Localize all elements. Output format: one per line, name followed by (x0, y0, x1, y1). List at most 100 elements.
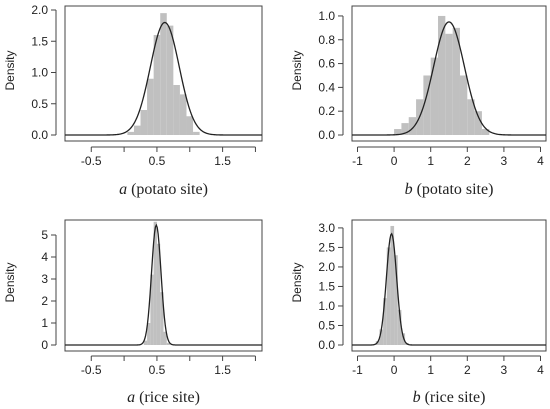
x-tick-label: 0 (391, 154, 398, 168)
histogram-bar (166, 25, 174, 135)
histogram-bar (397, 309, 402, 345)
x-tick-label: -1 (352, 154, 363, 168)
histogram-bar (153, 221, 157, 345)
plot-frame (351, 5, 547, 142)
histogram-bar (150, 274, 154, 345)
histogram-bar (390, 225, 395, 345)
y-tick-label: 0.2 (318, 104, 335, 118)
x-tick-label: -0.5 (81, 154, 102, 168)
y-axis-label: Density (290, 50, 304, 90)
x-tick-label: 2 (464, 363, 471, 377)
x-axis-label-site: (potato site) (413, 181, 494, 198)
histogram-bar (186, 116, 194, 135)
x-axis-label: b (potato site) (405, 181, 494, 198)
histogram-bar (438, 15, 446, 136)
density-curve (65, 21, 262, 136)
x-axis-label-site: (rice site) (421, 389, 486, 406)
x-axis-label-site: (rice site) (135, 389, 200, 406)
y-axis-label: Density (3, 50, 17, 90)
x-tick-label: 1 (427, 363, 434, 377)
y-tick-label: 0.0 (318, 128, 335, 142)
y-tick-label: 3 (41, 272, 48, 286)
histogram-bar (408, 117, 417, 135)
x-tick-label: 3 (501, 154, 508, 168)
x-axis-label-site: (potato site) (127, 181, 208, 198)
y-tick-label: 1.5 (318, 279, 335, 293)
y-tick-label: 1 (41, 316, 48, 330)
y-tick-label: 1.0 (318, 299, 335, 313)
histogram-bar (452, 27, 460, 135)
y-axis-label: Density (3, 262, 17, 302)
panel-a-rice-site: -0.5 0.5 1.5 0 1 2 3 4 5 Density a (rice site) (3, 219, 263, 406)
y-tick-label: 2.5 (318, 240, 335, 254)
x-tick-label: 0.5 (149, 363, 166, 377)
histogram-bar (133, 125, 141, 135)
histogram-bar (430, 57, 439, 135)
y-tick-label: 4 (41, 250, 48, 264)
histogram-bar (140, 110, 148, 135)
density-curve (65, 223, 262, 346)
x-axis-label-variable: a (127, 389, 135, 406)
y-tick-label: 2.0 (31, 3, 48, 17)
panel-b-potato-site: -1 0 1 2 3 4 0.0 0.2 0.4 0.6 0.8 1.0 Density b (potat… (290, 5, 547, 198)
histogram-bar (467, 99, 475, 135)
y-tick-label: 0.6 (318, 57, 335, 71)
histogram-bar (193, 131, 200, 135)
density-curve (352, 21, 546, 136)
x-axis-label-variable: b (405, 181, 413, 198)
panel-a-potato-site: -0.5 0.5 1.5 0.0 0.5 1.0 1.5 2.0 Density a (potat… (3, 3, 263, 198)
y-tick-label: 5 (41, 228, 48, 242)
histogram-bar (179, 94, 187, 135)
histogram-bar (459, 75, 468, 135)
y-tick-label: 1.0 (31, 66, 48, 80)
histogram-bar (166, 342, 171, 345)
y-tick-label: 0.8 (318, 33, 335, 47)
histogram-bar (481, 129, 490, 135)
histogram-bar (160, 13, 167, 135)
x-tick-label: -1 (352, 363, 363, 377)
x-axis-label: a (rice site) (127, 389, 200, 406)
histogram-bar (394, 255, 398, 345)
panel-b-rice-site: -1 0 1 2 3 4 0.0 0.5 1.0 1.5 2.0 2.5 3.0 Density b (ri… (290, 219, 547, 406)
histogram-bar (423, 75, 431, 135)
histogram-bar (143, 340, 148, 345)
histogram-bar (386, 247, 391, 345)
histogram-bar (383, 298, 387, 345)
x-tick-label: 0 (391, 363, 398, 377)
x-axis-label: a (potato site) (119, 181, 208, 198)
histogram-bar (147, 323, 151, 345)
y-tick-label: 2 (41, 294, 48, 308)
x-tick-label: 1 (427, 154, 434, 168)
histogram-bar (173, 85, 180, 135)
histogram-bar (394, 129, 402, 135)
histogram-bar (379, 329, 384, 345)
y-tick-label: 0.4 (318, 80, 335, 94)
plot-frame (64, 5, 263, 142)
y-tick-label: 1.5 (31, 34, 48, 48)
x-axis-label: b (rice site) (413, 389, 486, 406)
x-tick-label: 3 (501, 363, 508, 377)
x-tick-label: -0.5 (81, 363, 102, 377)
x-tick-label: 2 (464, 154, 471, 168)
x-tick-label: 4 (537, 363, 544, 377)
histogram-bar (147, 78, 154, 135)
y-tick-label: 0.0 (318, 338, 335, 352)
x-tick-label: 1.5 (214, 363, 231, 377)
x-axis-label-variable: a (119, 181, 127, 198)
density-curve (352, 232, 546, 346)
x-tick-label: 4 (537, 154, 544, 168)
histogram-bar (401, 333, 406, 345)
histogram-bar (153, 35, 161, 135)
x-axis-label-variable: b (413, 389, 421, 406)
histogram-bar (156, 243, 161, 345)
y-tick-label: 0.0 (31, 128, 48, 142)
plot-frame (64, 219, 263, 352)
y-tick-label: 3.0 (318, 221, 335, 235)
histogram-bar (401, 123, 409, 135)
x-tick-label: 1.5 (214, 154, 231, 168)
y-tick-label: 0 (41, 338, 48, 352)
histogram-bar (127, 131, 134, 135)
y-tick-label: 1.0 (318, 9, 335, 23)
y-tick-label: 0.5 (318, 318, 335, 332)
